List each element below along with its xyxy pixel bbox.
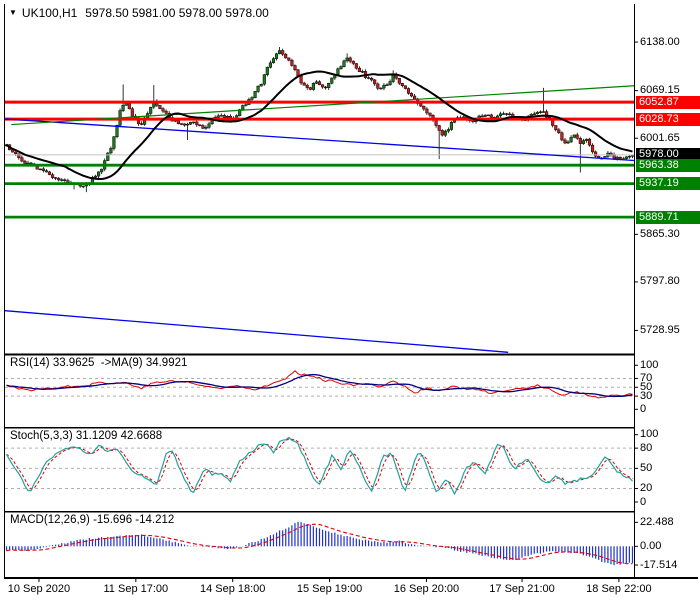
trendline-1[interactable] [4,118,635,162]
price-axis-border [634,4,635,577]
macd-signal-line [6,523,633,565]
y-axis-label: 6138.00 [640,35,680,48]
x-axis-label: 14 Sep 18:00 [199,583,266,595]
separator-main-rsi[interactable] [4,353,635,356]
y-axis-label: 5728.95 [640,323,680,336]
chart-left-border [4,4,5,577]
price-badge-support: 5963.38 [636,158,700,172]
rsi-indicator-label: RSI(14) 33.9625 ->MA(9) 34.9921 [10,357,188,369]
rsi-scale-label: 50 [640,380,653,393]
time-axis-border [4,577,698,579]
x-axis-label: 10 Sep 2020 [7,583,71,595]
x-axis-label: 17 Sep 21:00 [489,583,555,595]
macd-indicator-label: MACD(12,26,9) -15.696 -14.212 [10,514,175,526]
stoch-scale-label: 50 [640,461,653,474]
x-axis-label: 11 Sep 17:00 [103,583,169,595]
stoch-scale-label: 80 [640,441,653,454]
rsi-scale-label: 70 [640,371,653,384]
trendline-3[interactable] [11,85,635,126]
stoch-scale-label: 20 [640,482,653,495]
x-axis-label: 18 Sep 22:00 [586,583,652,595]
stoch-scale-label: 0 [640,495,647,508]
separator-stoch-macd[interactable] [4,511,635,513]
price-badge-resistance: 6028.73 [636,112,700,126]
stoch-main-line [5,436,633,496]
stoch-scale-label: 100 [640,428,659,441]
symbol-timeframe: UK100,H1 [21,6,78,20]
macd-histogram [5,521,634,566]
price-badge-support: 5889.71 [636,210,700,224]
rsi-ma-line [6,373,633,398]
y-axis-label: 5797.80 [640,275,680,288]
macd-scale-label: -17.514 [640,558,678,571]
y-axis-label: 6001.65 [640,131,680,144]
macd-scale-label: 22.488 [640,515,674,528]
rsi-scale-label: 30 [640,389,653,402]
ohlc-values: 5978.50 5981.00 5978.00 5978.00 [85,6,269,20]
x-axis-label: 16 Sep 20:00 [393,583,460,595]
y-axis-label: 5865.30 [640,227,680,240]
chart-title: ▼ UK100,H1 5978.50 5981.00 5978.00 5978.00 [9,6,269,20]
rsi-scale-label: 100 [640,358,659,371]
macd-scale-label: 0.00 [640,539,662,552]
rsi-scale-label: 0 [640,402,647,415]
separator-rsi-stoch[interactable] [4,427,635,429]
y-axis-label: 6069.15 [640,84,680,97]
stoch-indicator-label: Stoch(5,3,3) 31.1209 42.6688 [10,430,163,442]
price-badge-resistance: 6052.87 [636,95,700,109]
price-badge-support: 5937.19 [636,177,700,191]
x-axis-label: 15 Sep 19:00 [296,583,363,595]
symbol-dropdown-icon[interactable]: ▼ [9,8,17,17]
moving-average-line [5,70,633,180]
trendline-2[interactable] [4,310,509,353]
price-badge-current-price: 5978.00 [636,148,700,162]
stoch-signal-line [6,438,633,491]
